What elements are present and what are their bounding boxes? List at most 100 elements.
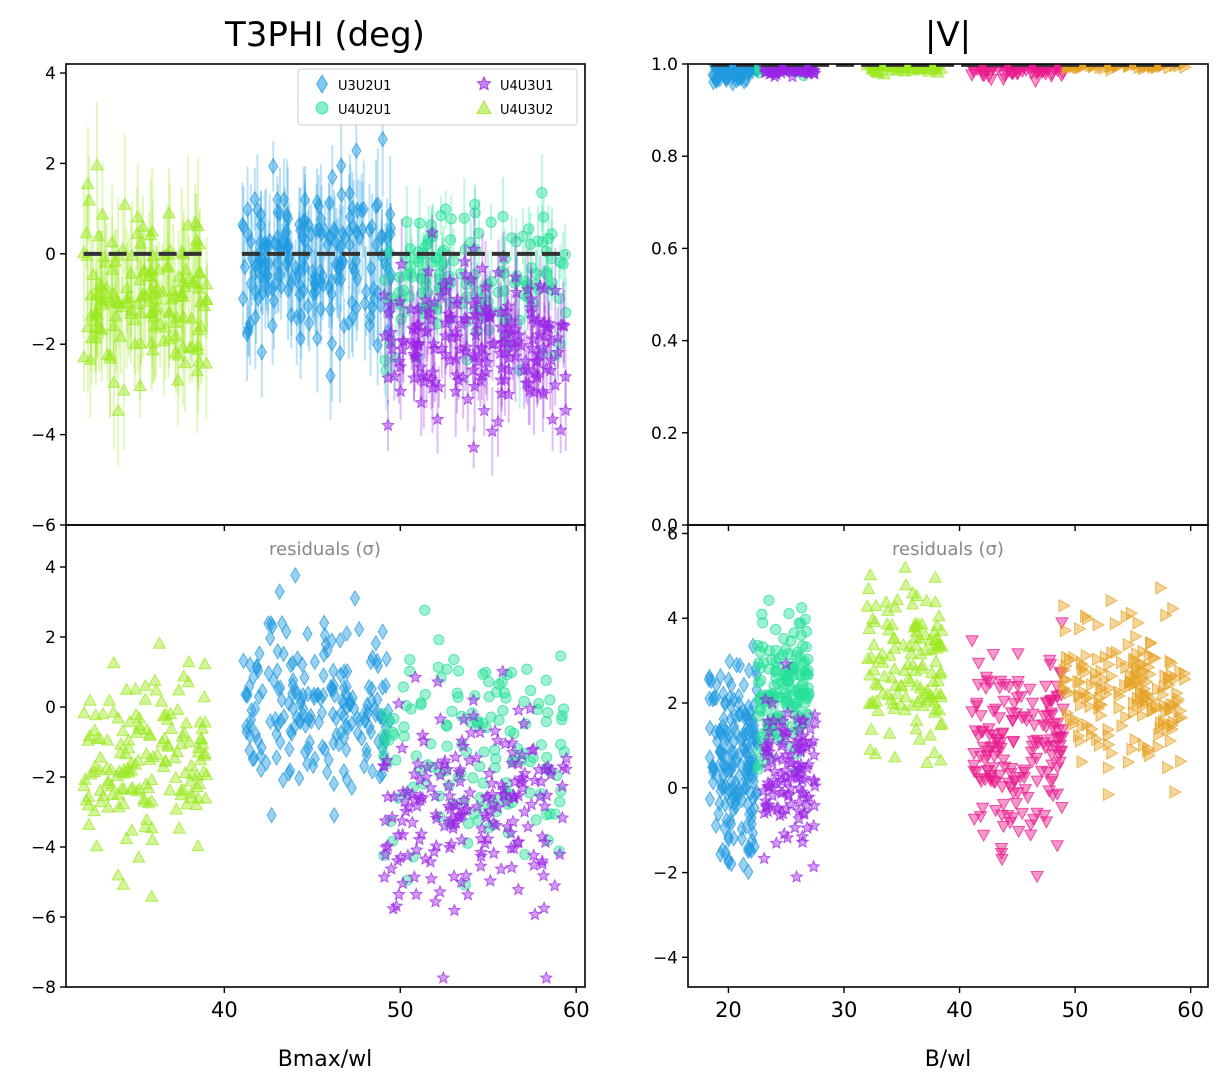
data-point-triangle-up	[877, 669, 892, 682]
data-point-diamond	[723, 851, 734, 869]
data-point-diamond	[343, 719, 354, 737]
data-point-diamond	[285, 656, 296, 674]
data-point-star	[521, 819, 535, 833]
data-point-triangle-up	[912, 732, 927, 745]
data-point-triangle-up	[86, 267, 100, 281]
data-point-star	[436, 277, 451, 291]
data-point-circle	[452, 665, 465, 677]
data-point-diamond	[273, 266, 284, 283]
x-tick-label: 60	[1177, 998, 1204, 1022]
data-point-triangle-up	[888, 750, 902, 763]
data-point-diamond	[274, 204, 286, 222]
data-point-triangle-right	[1174, 703, 1188, 718]
y-tick-label: −8	[31, 978, 56, 998]
data-point-diamond	[256, 343, 267, 361]
data-point-triangle-right	[1175, 754, 1188, 769]
data-point-triangle-right	[1136, 708, 1150, 723]
series-blue	[703, 637, 762, 881]
data-point-diamond	[272, 716, 284, 734]
data-point-diamond	[272, 662, 283, 680]
data-point-triangle-up	[927, 745, 942, 759]
series-purple	[756, 656, 822, 883]
data-point-triangle-up	[167, 750, 182, 764]
data-point-triangle-up	[189, 797, 204, 811]
data-point-triangle-down	[1038, 680, 1053, 694]
data-point-circle	[493, 714, 505, 726]
data-point-triangle-right	[1152, 740, 1166, 754]
data-point-triangle-down	[1002, 681, 1016, 694]
data-point-diamond	[318, 276, 329, 294]
data-point-triangle-down	[1006, 736, 1021, 749]
data-point-star	[478, 807, 493, 821]
data-point-diamond	[365, 308, 376, 326]
legend-marker	[316, 74, 328, 94]
v-title: |V|	[925, 15, 971, 55]
data-point-circle	[458, 212, 470, 224]
data-point-triangle-right	[1139, 686, 1153, 701]
data-point-triangle-up	[890, 686, 905, 700]
data-point-triangle-up	[880, 687, 895, 701]
data-point-star	[419, 769, 434, 784]
data-point-triangle-up	[124, 302, 138, 316]
data-point-triangle-up	[158, 320, 173, 333]
data-point-triangle-right	[1124, 669, 1138, 683]
data-point-triangle-down	[1038, 742, 1053, 755]
data-point-circle	[398, 730, 410, 742]
data-point-star	[797, 805, 812, 819]
data-point-star	[470, 799, 485, 813]
data-point-triangle-up	[161, 739, 175, 752]
data-point-triangle-up	[908, 663, 923, 677]
data-point-diamond	[366, 259, 377, 277]
data-point-triangle-up	[162, 305, 177, 318]
data-point-circle	[783, 607, 795, 620]
data-point-triangle-up	[170, 702, 185, 715]
series-lime	[860, 560, 949, 769]
data-point-triangle-down	[996, 798, 1011, 812]
data-point-triangle-up	[162, 206, 176, 219]
data-point-star	[559, 761, 574, 776]
data-point-star	[511, 702, 526, 717]
data-point-circle	[432, 661, 444, 673]
data-point-diamond	[352, 201, 363, 219]
data-point-triangle-right	[1102, 760, 1116, 775]
data-point-diamond	[243, 322, 254, 340]
data-point-circle	[757, 617, 769, 629]
data-point-diamond	[323, 751, 334, 769]
data-point-star	[425, 364, 440, 379]
data-point-diamond	[380, 255, 391, 273]
data-point-triangle-up	[105, 262, 120, 275]
data-point-star	[478, 279, 493, 294]
data-point-triangle-down	[1015, 807, 1030, 821]
data-point-star	[423, 780, 438, 794]
data-point-triangle-down	[967, 748, 981, 761]
data-point-diamond	[341, 770, 352, 788]
data-point-star	[395, 813, 410, 827]
data-point-star	[772, 808, 787, 822]
data-point-diamond	[272, 254, 283, 272]
data-point-triangle-up	[929, 701, 943, 715]
data-point-star	[464, 272, 479, 286]
data-point-triangle-up	[77, 705, 91, 719]
data-point-triangle-up	[169, 802, 184, 815]
data-point-diamond	[717, 841, 728, 859]
data-point-triangle-down	[1042, 785, 1056, 798]
data-point-star	[379, 753, 394, 767]
data-point-circle	[425, 219, 437, 231]
data-point-star	[462, 785, 477, 799]
axes-frame	[687, 524, 1209, 988]
data-point-triangle-up	[130, 296, 145, 310]
data-point-triangle-up	[119, 831, 134, 844]
data-point-triangle-right	[1078, 659, 1091, 674]
data-point-circle	[469, 207, 481, 219]
data-point-triangle-right	[1165, 656, 1179, 671]
data-point-star	[408, 322, 423, 337]
data-point-diamond	[302, 625, 313, 643]
data-point-circle	[519, 848, 531, 861]
y-tick-label: 0.2	[651, 424, 678, 444]
data-point-circle	[478, 746, 490, 758]
data-point-triangle-up	[861, 581, 876, 595]
data-point-triangle-down	[1045, 749, 1059, 762]
data-point-diamond	[328, 680, 339, 698]
data-point-star	[545, 412, 560, 426]
data-point-triangle-up	[913, 680, 928, 694]
